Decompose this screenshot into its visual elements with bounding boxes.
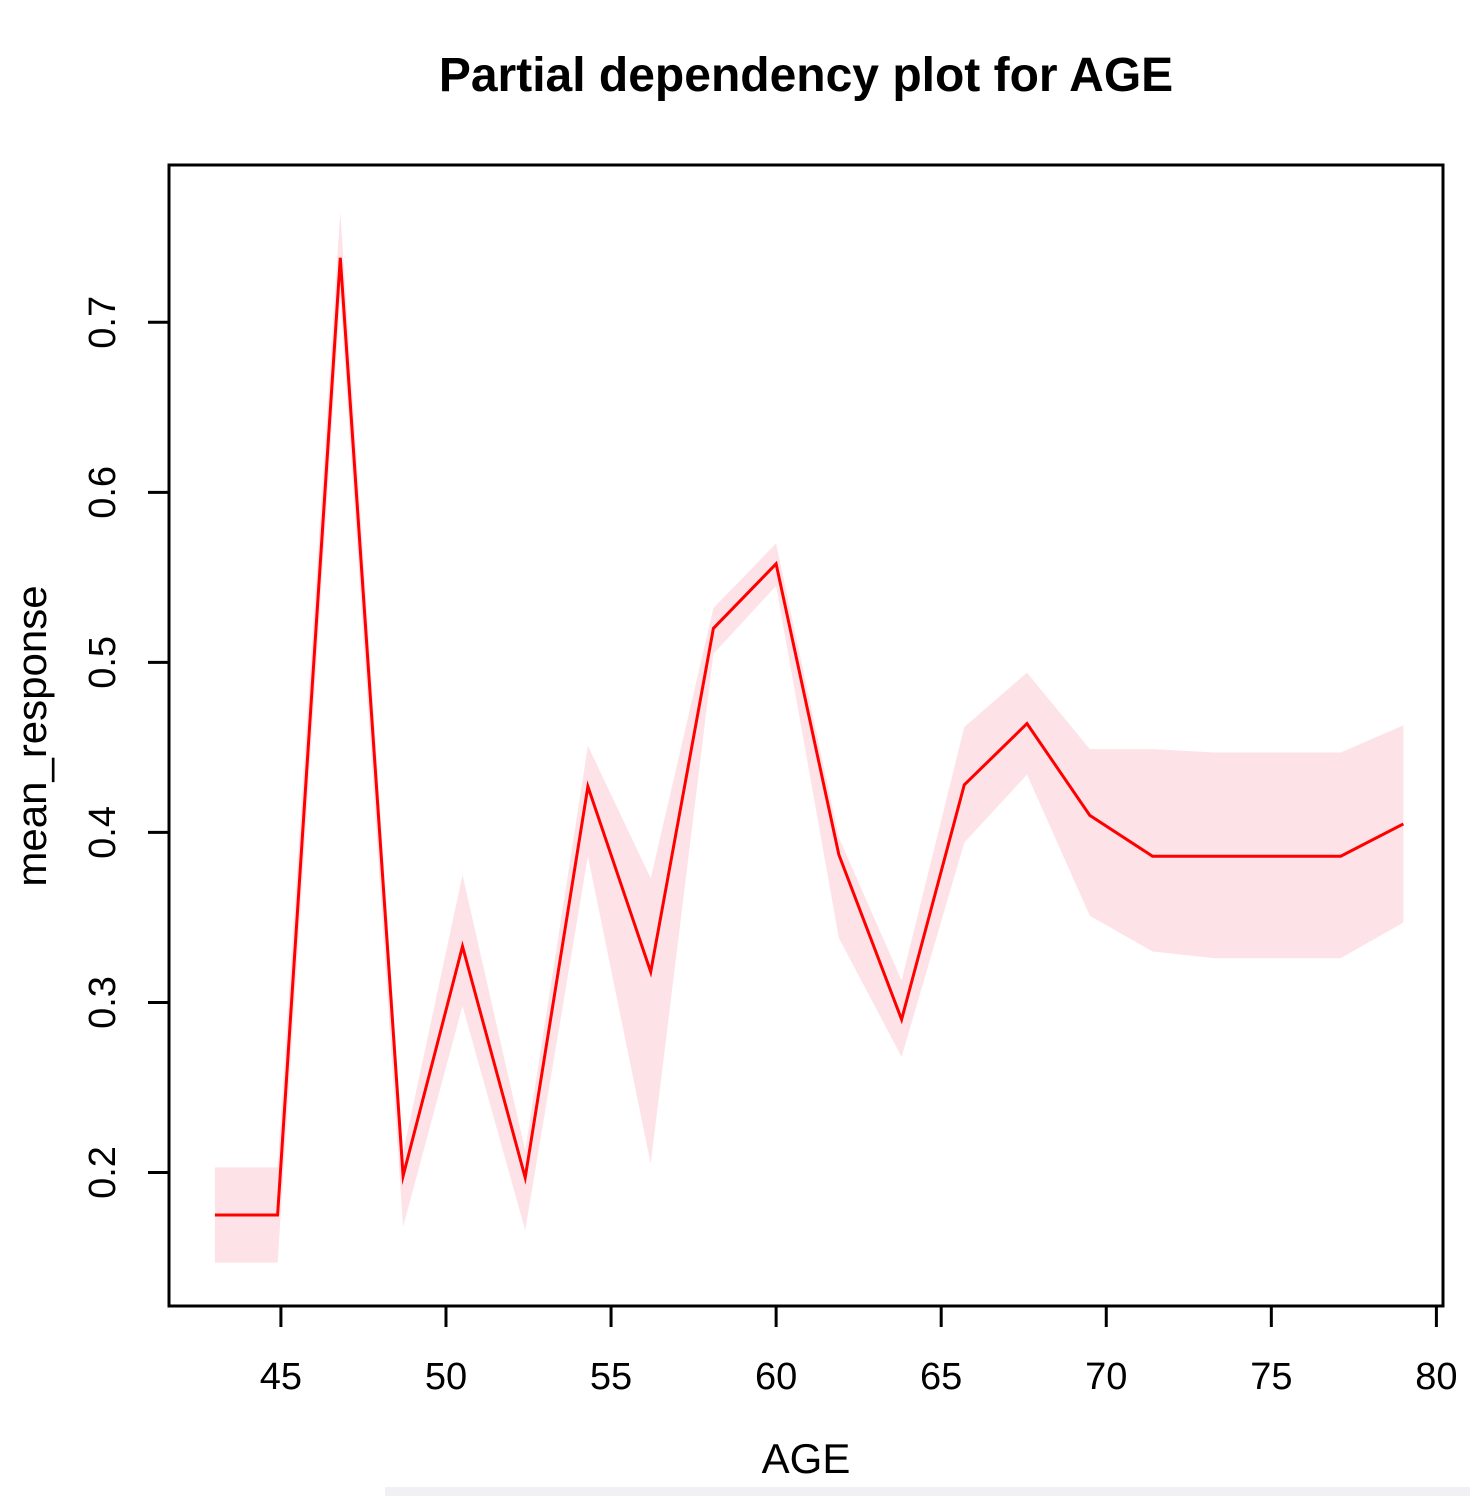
y-axis-title: mean_response	[8, 585, 55, 887]
x-axis: 45 50 55 60 65 70 75 80	[260, 1306, 1458, 1398]
confidence-band	[214, 211, 1404, 1263]
chart-title: Partial dependency plot for AGE	[438, 49, 1174, 102]
y-tick-label: 0.7	[82, 296, 124, 349]
x-tick-label: 80	[1415, 1356, 1457, 1398]
y-tick-label: 0.5	[82, 636, 124, 689]
x-axis-title: AGE	[761, 1435, 851, 1482]
y-tick-label: 0.2	[82, 1146, 124, 1199]
y-tick-label: 0.3	[82, 976, 124, 1029]
y-axis: 0.2 0.3 0.4 0.5 0.6 0.7	[82, 296, 169, 1199]
x-tick-label: 75	[1250, 1356, 1292, 1398]
y-tick-label: 0.4	[82, 806, 124, 859]
y-tick-label: 0.6	[82, 466, 124, 519]
plot-border	[167, 163, 1445, 1308]
x-tick-label: 50	[425, 1356, 467, 1398]
x-tick-label: 65	[920, 1356, 962, 1398]
x-tick-label: 45	[260, 1356, 302, 1398]
mean-response-line	[214, 257, 1405, 1217]
bottom-ui-strip	[385, 1487, 1470, 1496]
x-tick-label: 60	[755, 1356, 797, 1398]
x-tick-label: 70	[1085, 1356, 1127, 1398]
x-tick-label: 55	[590, 1356, 632, 1398]
